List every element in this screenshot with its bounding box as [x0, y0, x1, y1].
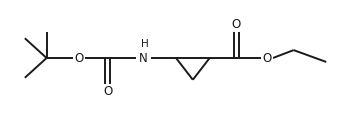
- Text: O: O: [262, 52, 271, 65]
- Text: O: O: [103, 85, 112, 98]
- Text: O: O: [75, 52, 84, 65]
- Text: O: O: [232, 18, 241, 31]
- Text: N: N: [139, 52, 148, 65]
- Text: H: H: [140, 39, 148, 49]
